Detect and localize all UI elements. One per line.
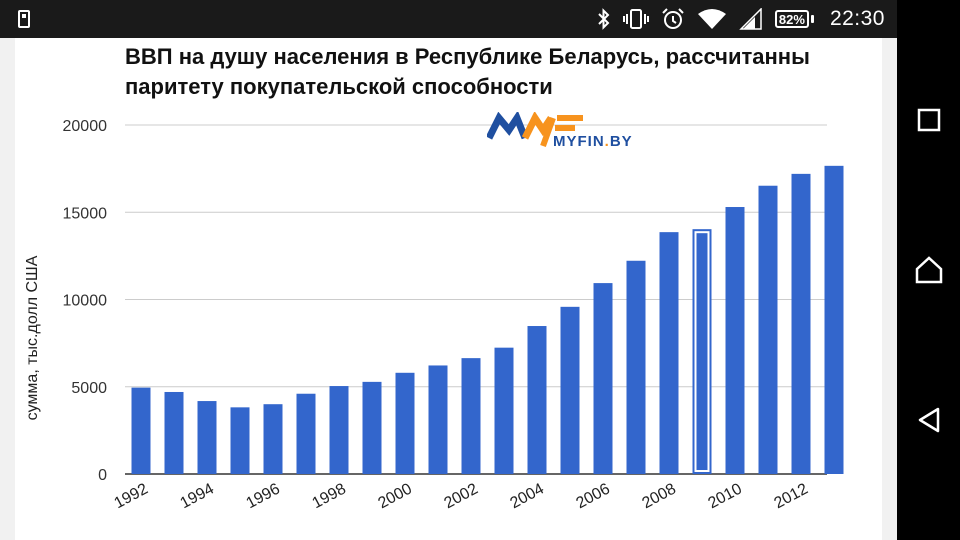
bar-2000[interactable] xyxy=(395,372,415,474)
home-button[interactable] xyxy=(911,252,947,288)
x-tick-label-1998: 1998 xyxy=(309,480,348,512)
x-tick-label-1996: 1996 xyxy=(243,480,282,512)
bar-2007[interactable] xyxy=(626,260,646,474)
y-axis-label: сумма, тыс.долл США xyxy=(24,255,41,421)
bar-2011[interactable] xyxy=(758,185,778,474)
chart-title-line-1: ВВП на душу населения в Республике Белар… xyxy=(125,44,810,69)
bluetooth-icon xyxy=(597,8,611,30)
bar-2003[interactable] xyxy=(494,347,514,474)
home-icon xyxy=(915,256,943,284)
bar-highlight-outline xyxy=(694,231,710,472)
vibrate-icon xyxy=(622,8,649,30)
x-tick-label-2010: 2010 xyxy=(705,480,744,512)
bar-1992[interactable] xyxy=(131,387,151,474)
y-tick-label: 0 xyxy=(98,467,107,484)
y-tick-label: 10000 xyxy=(63,293,108,310)
x-tick-label-2012: 2012 xyxy=(771,480,810,512)
x-tick-label-2004: 2004 xyxy=(507,480,546,512)
bar-1999[interactable] xyxy=(362,381,382,474)
back-icon xyxy=(918,407,940,433)
x-tick-label-2006: 2006 xyxy=(573,480,612,512)
chart-title: ВВП на душу населения в Республике Белар… xyxy=(125,42,875,102)
x-tick-label-1992: 1992 xyxy=(111,480,150,512)
alarm-icon xyxy=(661,7,685,31)
bar-2013[interactable] xyxy=(824,165,844,474)
bar-2001[interactable] xyxy=(428,365,448,474)
y-tick-labels: 0 5000 10000 15000 20000 xyxy=(63,118,108,484)
bar-2004[interactable] xyxy=(527,326,547,474)
x-tick-label-2000: 2000 xyxy=(375,480,414,512)
chart-title-line-2: паритету покупательской способности xyxy=(125,74,553,99)
bar-2002[interactable] xyxy=(461,358,481,474)
y-tick-label: 15000 xyxy=(63,205,108,222)
wifi-icon xyxy=(697,8,727,30)
bar-1998[interactable] xyxy=(329,386,349,474)
bars xyxy=(131,165,844,475)
signal-icon xyxy=(739,8,763,30)
usb-icon xyxy=(16,9,32,34)
battery-level: 82% xyxy=(774,10,809,28)
bar-2012[interactable] xyxy=(791,173,811,475)
myfin-logo-icon xyxy=(485,110,583,148)
bar-1996[interactable] xyxy=(263,404,283,474)
status-bar: 82% 22:30 xyxy=(0,0,897,38)
bar-2009[interactable] xyxy=(692,229,712,474)
recent-apps-icon xyxy=(917,108,941,132)
y-tick-label: 20000 xyxy=(63,118,108,135)
bar-2008[interactable] xyxy=(659,232,679,474)
x-tick-label-2008: 2008 xyxy=(639,480,678,512)
bar-1995[interactable] xyxy=(230,407,250,474)
logo-text: MYFIN.BY xyxy=(553,133,633,150)
bar-2010[interactable] xyxy=(725,207,745,474)
y-tick-label: 5000 xyxy=(71,380,107,397)
clock: 22:30 xyxy=(829,7,885,30)
x-tick-label-2002: 2002 xyxy=(441,480,480,512)
bar-2005[interactable] xyxy=(560,306,580,474)
navigation-bar xyxy=(897,0,960,540)
myfin-logo: MYFIN.BY xyxy=(485,110,632,153)
x-tick-labels: 1992 1994 1996 1998 2000 2002 2004 2006 2008 2010… xyxy=(111,480,810,512)
bar-chart: 0 5000 10000 15000 20000 1992 1994 1996 1998 200… xyxy=(63,118,844,512)
bar-1994[interactable] xyxy=(197,401,217,474)
x-tick-label-1994: 1994 xyxy=(177,480,216,512)
chart-card: ВВП на душу населения в Республике Белар… xyxy=(15,38,882,540)
recent-apps-button[interactable] xyxy=(911,102,947,138)
back-button[interactable] xyxy=(911,402,947,438)
bar-2006[interactable] xyxy=(593,283,613,474)
bar-1993[interactable] xyxy=(164,391,184,474)
content-area: ВВП на душу населения в Республике Белар… xyxy=(0,38,897,540)
bar-1997[interactable] xyxy=(296,393,316,474)
battery-icon: 82% xyxy=(774,10,814,28)
